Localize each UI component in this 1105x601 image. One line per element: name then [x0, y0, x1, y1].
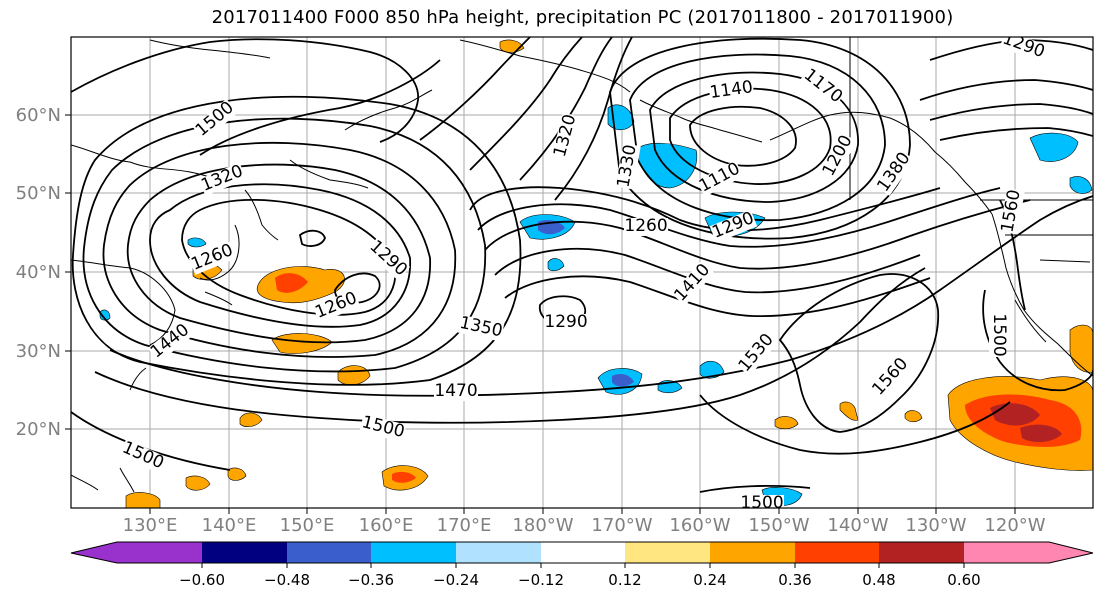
contour-label-1260-center: 1260 [624, 216, 667, 236]
lon-label-170w: 170°W [591, 515, 652, 536]
colorbar-tick: −0.24 [433, 571, 479, 589]
contour-label-1470: 1470 [434, 381, 477, 401]
longitude-labels: 130°E 140°E 150°E 160°E 170°E 180°W 170°… [123, 515, 1046, 536]
height-contours [71, 37, 1093, 493]
lon-label-120w: 120°W [984, 515, 1045, 536]
lon-label-140e: 140°E [202, 515, 257, 536]
colorbar-tick: 0.12 [608, 571, 641, 589]
colorbar-tick: 0.24 [693, 571, 726, 589]
contour-label-1500-bottom: 1500 [740, 493, 783, 513]
axis-ticks [65, 114, 1016, 514]
lon-label-180w: 180°W [512, 515, 573, 536]
lat-label-50n: 50°N [16, 183, 61, 204]
colorbar-tick: 0.36 [778, 571, 811, 589]
map-title: 2017011400 F000 850 hPa height, precipit… [211, 7, 954, 28]
lon-label-140w: 140°W [827, 515, 888, 536]
colorbar: −0.60 −0.48 −0.36 −0.24 −0.12 0.12 0.24 … [70, 541, 1094, 589]
lon-label-130w: 130°W [905, 515, 966, 536]
lon-label-150e: 150°E [280, 515, 335, 536]
colorbar-tick: −0.36 [348, 571, 394, 589]
contour-label-1500-east: 1500 [989, 313, 1009, 356]
latitude-labels: 60°N 50°N 40°N 30°N 20°N [16, 105, 61, 440]
lat-label-20n: 20°N [16, 419, 61, 440]
lat-label-40n: 40°N [16, 262, 61, 283]
colorbar-extend-high [1049, 542, 1093, 563]
lon-label-130e: 130°E [123, 515, 178, 536]
colorbar-extend-low [71, 542, 117, 563]
lat-label-60n: 60°N [16, 105, 61, 126]
colorbar-tick: −0.60 [179, 571, 225, 589]
lon-label-160w: 160°W [669, 515, 730, 536]
colorbar-tick: 0.60 [947, 571, 980, 589]
colorbar-tick: −0.12 [518, 571, 564, 589]
colorbar-tick: 0.48 [862, 571, 895, 589]
colorbar-tick: −0.48 [264, 571, 310, 589]
lon-label-160e: 160°E [359, 515, 414, 536]
lon-label-150w: 150°W [748, 515, 809, 536]
contour-label-1290-center: 1290 [544, 312, 587, 332]
lon-label-170e: 170°E [437, 515, 492, 536]
lat-label-30n: 30°N [16, 341, 61, 362]
